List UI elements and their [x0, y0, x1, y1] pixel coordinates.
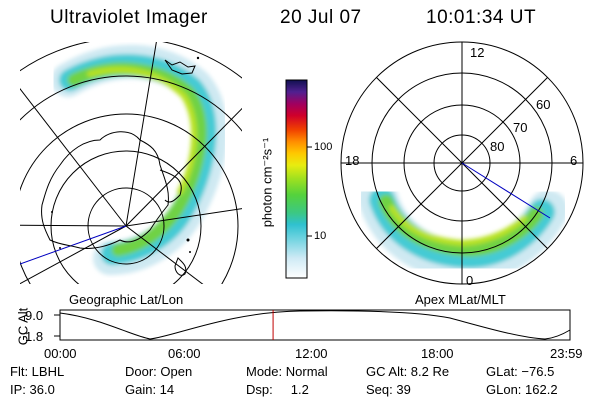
status-dsp: Dsp: 1.2: [246, 382, 309, 397]
mlt-label-bottom: 0: [466, 273, 474, 288]
timeline-xtick-0600: 06:00: [168, 346, 201, 361]
date-label: 20 Jul 07: [280, 7, 362, 28]
status-mode: Mode: Normal: [246, 364, 328, 379]
orbit-altitude-curve: [59, 310, 571, 340]
timeline-xtick-1200: 12:00: [295, 346, 328, 361]
coast-marks: [51, 56, 200, 253]
status-gc-alt: GC Alt: 8.2 Re: [366, 364, 450, 379]
instrument-title: Ultraviolet Imager: [50, 7, 208, 28]
mlat-label-70: 70: [513, 120, 528, 135]
right-panel-caption: Apex MLat/MLT: [415, 292, 506, 307]
timeline-xtick-1800: 18:00: [421, 346, 454, 361]
colorbar-ticks: [307, 146, 312, 237]
status-filter: Flt: LBHL: [10, 364, 65, 379]
status-ip: IP: 36.0: [10, 382, 55, 397]
status-gain: Gain: 14: [125, 382, 175, 397]
mlt-label-left: 18: [345, 153, 360, 168]
mlat-label-80: 80: [490, 139, 505, 154]
apex-axis-line: [461, 162, 551, 219]
timeline-xtick-2359: 23:59: [550, 346, 583, 361]
timeline-xtick-0000: 00:00: [44, 346, 77, 361]
colorbar-tick-10: 10: [314, 230, 327, 242]
status-glat: GLat: −76.5: [486, 364, 555, 379]
timeline-ytick-low: 1.8: [25, 329, 44, 344]
mlt-label-right: 6: [570, 153, 578, 168]
geographic-map: [20, 42, 242, 284]
status-door: Door: Open: [125, 364, 193, 379]
left-panel-caption: Geographic Lat/Lon: [69, 292, 184, 307]
left-auroral-oval: [51, 44, 228, 275]
time-label: 10:01:34 UT: [426, 7, 537, 28]
colorbar-unit-label: photon cm⁻²s⁻¹: [259, 137, 275, 228]
timeline-frame: [59, 309, 571, 341]
pole-axis-line: [20, 225, 127, 265]
coastline: [41, 59, 196, 276]
colorbar-tick-100: 100: [314, 141, 333, 153]
timeline-yticks: [54, 314, 60, 337]
mlat-label-60: 60: [536, 97, 551, 112]
timeline-ytick-high: 9.0: [25, 308, 44, 323]
mlt-label-top: 12: [470, 45, 485, 60]
colorbar: [285, 79, 308, 279]
lat-circles: [20, 42, 242, 284]
status-seq: Seq: 39: [366, 382, 411, 397]
status-glon: GLon: 162.2: [486, 382, 558, 397]
